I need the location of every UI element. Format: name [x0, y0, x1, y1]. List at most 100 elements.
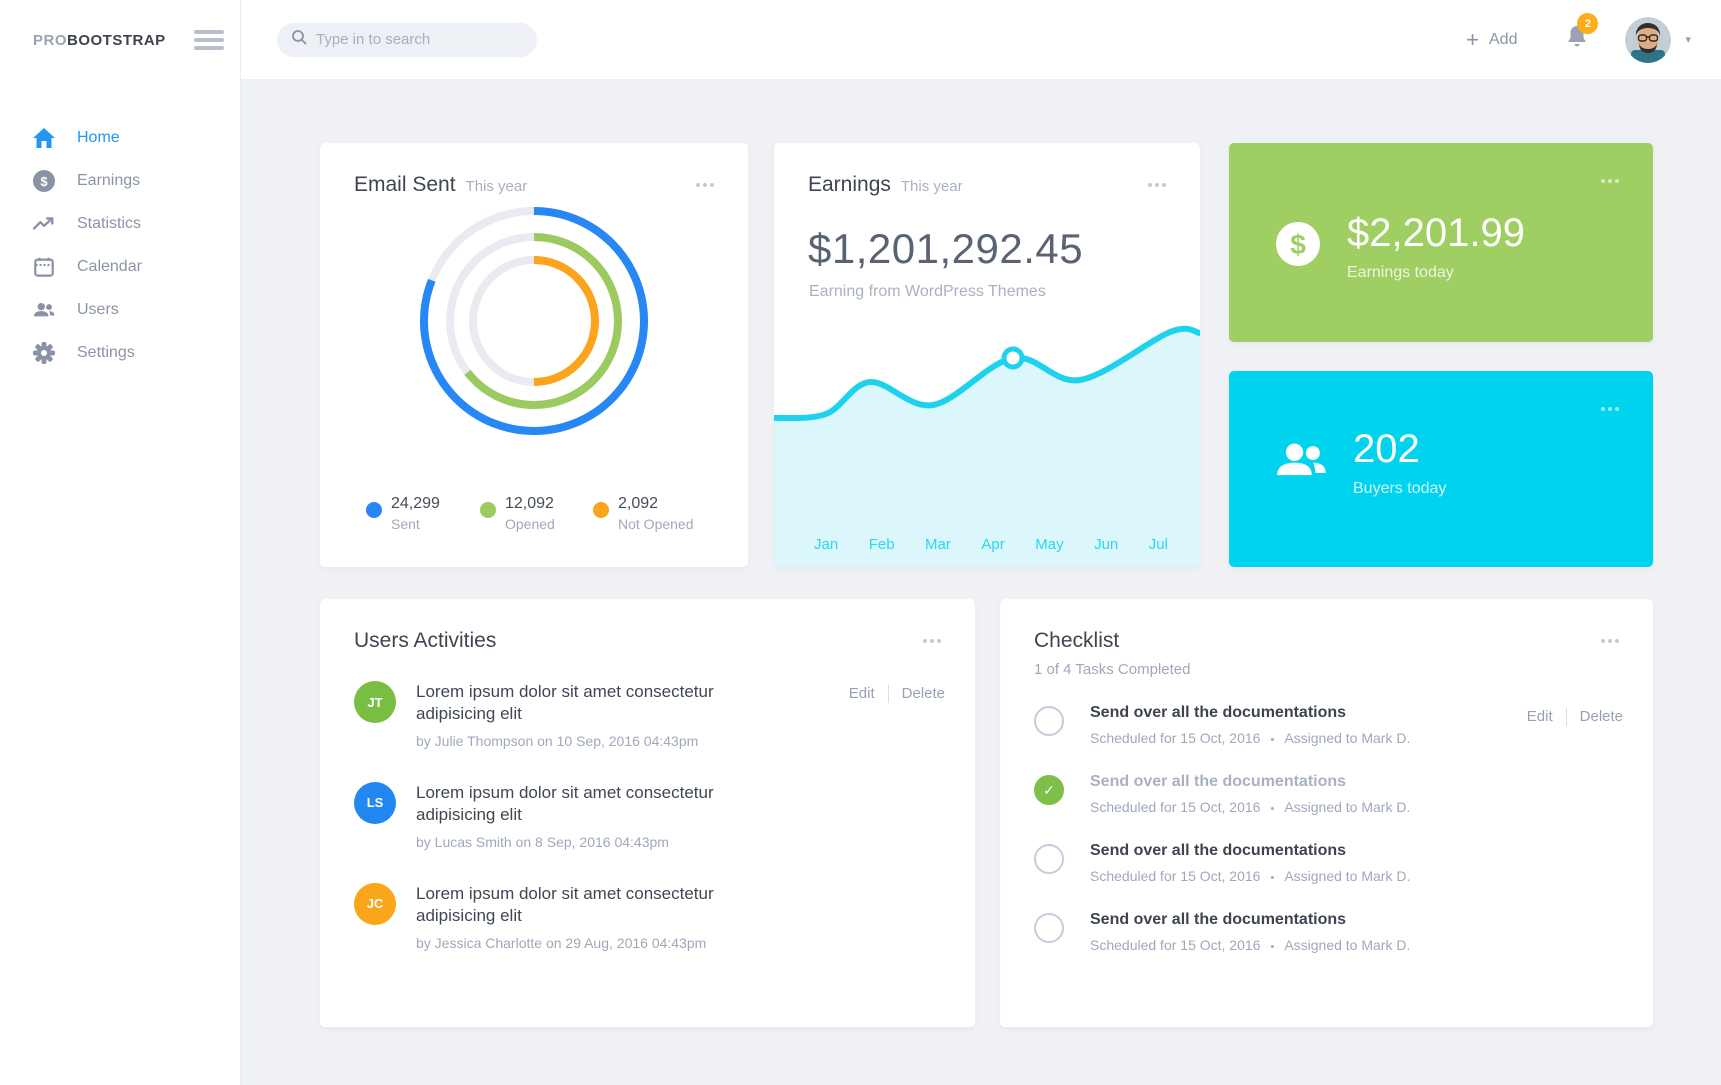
checklist-progress: 1 of 4 Tasks Completed: [1034, 661, 1191, 678]
sidebar-item-earnings[interactable]: $ Earnings: [0, 159, 240, 202]
earnings-amount: $1,201,292.45: [808, 225, 1084, 272]
legend-dot-green: [480, 502, 496, 518]
sidebar-item-label: Calendar: [77, 257, 142, 275]
activity-meta: by Lucas Smith on 8 Sep, 2016 04:43pm: [416, 833, 669, 850]
notification-badge: 2: [1577, 13, 1599, 34]
task-assigned: Assigned to Mark D.: [1284, 868, 1411, 884]
legend-dot-blue: [366, 502, 382, 518]
checkbox-checked[interactable]: ✓: [1034, 775, 1064, 805]
delete-button[interactable]: Delete: [1579, 708, 1623, 725]
bullet-separator: •: [1270, 803, 1275, 815]
delete-button[interactable]: Delete: [901, 685, 945, 702]
stat-value: $2,201.99: [1347, 211, 1525, 255]
activity-text: Lorem ipsum dolor sit amet consectetur a…: [416, 883, 714, 926]
activity-row: JT Lorem ipsum dolor sit amet consectetu…: [354, 681, 945, 749]
email-sent-card: Email Sent This year 24,299 Sent 12,092 …: [320, 143, 748, 567]
legend-item-not-opened: 2,092 Not Opened: [593, 495, 694, 532]
task-meta: Scheduled for 15 Oct, 2016 • Assigned to M…: [1090, 799, 1410, 815]
header-bar: + Add 2: [241, 0, 1721, 80]
card-options-icon[interactable]: [1601, 407, 1619, 411]
axis-label: Jul: [1148, 536, 1168, 553]
activity-meta: by Julie Thompson on 10 Sep, 2016 04:43p…: [416, 732, 699, 749]
legend-value: 24,299: [391, 495, 440, 512]
dollar-circle-icon: $: [1275, 221, 1321, 272]
search-input[interactable]: [316, 31, 523, 48]
users-activities-card: Users Activities JT Lorem ipsum dolor si…: [320, 599, 975, 1027]
menu-toggle-icon[interactable]: [193, 29, 224, 51]
search-box[interactable]: [277, 22, 537, 57]
card-options-icon[interactable]: [923, 639, 941, 643]
header-actions: + Add 2: [1466, 13, 1691, 63]
task-scheduled: Scheduled for 15 Oct, 2016: [1090, 730, 1261, 746]
sidebar-item-settings[interactable]: Settings: [0, 331, 240, 374]
dollar-icon: $: [33, 169, 55, 192]
users-icon: [1275, 442, 1327, 483]
month-axis: Jan Feb Mar Apr May Jun Jul: [814, 536, 1168, 553]
users-icon: [33, 299, 55, 321]
bullet-separator: •: [1270, 941, 1275, 953]
card-subtitle: This year: [900, 178, 963, 195]
avatar: JC: [354, 882, 396, 925]
task-title: Send over all the documentations: [1090, 911, 1347, 928]
task-title: Send over all the documentations: [1090, 704, 1347, 721]
card-title: Email Sent: [354, 173, 456, 196]
earnings-card: Earnings This year $1,201,292.45 Earning…: [774, 143, 1200, 567]
checkbox[interactable]: [1034, 706, 1064, 736]
main-content: Email Sent This year 24,299 Sent 12,092 …: [241, 80, 1721, 1085]
checklist-row: Send over all the documentations Schedul…: [1034, 704, 1623, 746]
task-scheduled: Scheduled for 15 Oct, 2016: [1090, 799, 1261, 815]
legend-item-sent: 24,299 Sent: [366, 495, 440, 532]
legend-label: Opened: [505, 516, 555, 532]
sidebar-nav: Home $ Earnings Statistics Calendar User…: [0, 80, 241, 1085]
earnings-today-card: $ $2,201.99 Earnings today: [1229, 143, 1653, 342]
stat-label: Earnings today: [1347, 264, 1454, 281]
legend-value: 12,092: [505, 495, 554, 512]
bullet-separator: •: [1270, 872, 1275, 884]
earnings-area-chart: [774, 325, 1200, 567]
add-button[interactable]: + Add: [1466, 28, 1518, 51]
earnings-caption: Earning from WordPress Themes: [809, 283, 1046, 300]
search-icon: [291, 29, 307, 50]
logo-pro: PRO: [33, 31, 68, 49]
sidebar-item-home[interactable]: Home: [0, 116, 240, 159]
task-meta: Scheduled for 15 Oct, 2016 • Assigned to M…: [1090, 868, 1410, 884]
top-header: PROBOOTSTRAP + Add 2: [0, 0, 1721, 80]
divider: [887, 685, 889, 703]
task-meta: Scheduled for 15 Oct, 2016 • Assigned to M…: [1090, 730, 1410, 746]
app-logo: PROBOOTSTRAP: [33, 32, 166, 49]
edit-button[interactable]: Edit: [848, 685, 875, 702]
sidebar-item-statistics[interactable]: Statistics: [0, 202, 240, 245]
card-options-icon[interactable]: [1601, 179, 1619, 183]
card-title: Checklist: [1034, 629, 1120, 652]
checklist-row: Send over all the documentations Schedul…: [1034, 842, 1623, 884]
axis-label: Jan: [814, 536, 839, 553]
chevron-down-icon[interactable]: ▾: [1685, 34, 1691, 46]
task-assigned: Assigned to Mark D.: [1284, 799, 1411, 815]
sidebar-item-label: Home: [77, 128, 120, 146]
sidebar-item-users[interactable]: Users: [0, 288, 240, 331]
sidebar-item-label: Users: [77, 300, 119, 318]
checkbox[interactable]: [1034, 844, 1064, 874]
stats-icon: [33, 213, 55, 235]
avatar: JT: [354, 681, 396, 723]
task-meta: Scheduled for 15 Oct, 2016 • Assigned to M…: [1090, 937, 1410, 953]
logo-bootstrap: BOOTSTRAP: [67, 31, 166, 49]
axis-label: Feb: [868, 536, 895, 553]
task-scheduled: Scheduled for 15 Oct, 2016: [1090, 868, 1261, 884]
card-options-icon[interactable]: [1601, 639, 1619, 643]
add-label: Add: [1489, 30, 1518, 48]
task-title: Send over all the documentations: [1090, 773, 1347, 790]
sidebar-item-label: Statistics: [77, 214, 142, 232]
card-options-icon[interactable]: [696, 183, 714, 187]
user-avatar[interactable]: [1625, 16, 1672, 63]
card-options-icon[interactable]: [1148, 183, 1166, 187]
edit-button[interactable]: Edit: [1526, 708, 1553, 725]
notifications-button[interactable]: 2: [1565, 13, 1599, 55]
email-donut-chart: [320, 201, 748, 441]
checkbox[interactable]: [1034, 913, 1064, 943]
sidebar-item-calendar[interactable]: Calendar: [0, 245, 240, 288]
axis-label: Jun: [1094, 536, 1119, 553]
legend-value: 2,092: [618, 495, 659, 512]
divider: [1565, 708, 1567, 726]
activity-row: LS Lorem ipsum dolor sit amet consectetu…: [354, 781, 945, 850]
